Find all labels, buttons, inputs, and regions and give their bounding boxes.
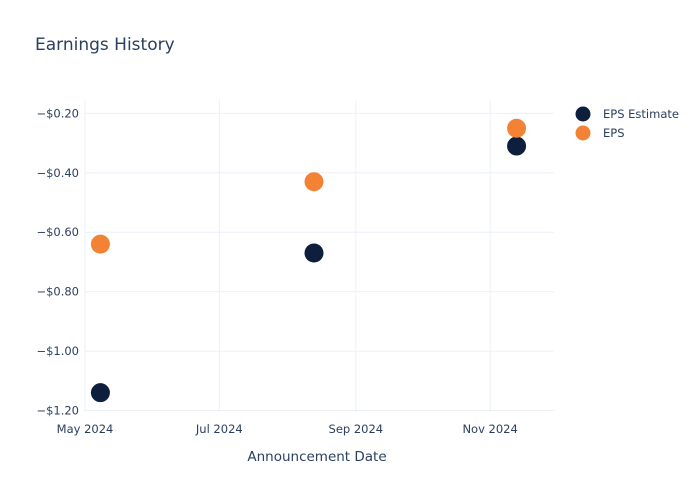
data-point: [304, 172, 324, 192]
data-point: [507, 118, 527, 138]
y-tick-label: −$0.60: [36, 225, 79, 239]
x-axis-title: Announcement Date: [247, 449, 386, 465]
data-point: [90, 234, 110, 254]
y-tick-label: −$0.80: [36, 285, 79, 299]
y-tick-label: −$1.00: [36, 344, 79, 358]
data-point: [507, 136, 527, 156]
chart-title: Earnings History: [35, 35, 175, 55]
y-axis-ticks: −$0.20 −$0.40 −$0.60 −$0.80 −$1.00 −$1.20: [36, 106, 79, 417]
series-1: [90, 118, 527, 254]
data-point: [304, 243, 324, 263]
y-tick-label: −$0.20: [36, 106, 79, 120]
x-tick-label: Sep 2024: [329, 422, 384, 436]
x-tick-label: Nov 2024: [462, 422, 517, 436]
legend-label: EPS: [603, 126, 625, 140]
grid: [84, 100, 554, 412]
legend-label: EPS Estimate: [603, 107, 679, 121]
x-tick-label: May 2024: [57, 422, 114, 436]
x-tick-label: Jul 2024: [195, 422, 243, 436]
legend: EPS Estimate EPS: [575, 106, 679, 141]
legend-marker: [575, 125, 591, 141]
y-tick-label: −$1.20: [36, 404, 79, 418]
y-tick-label: −$0.40: [36, 166, 79, 180]
data-points: [90, 118, 527, 403]
series-0: [90, 136, 527, 403]
x-axis-ticks: May 2024 Jul 2024 Sep 2024 Nov 2024: [57, 422, 518, 436]
data-point: [90, 383, 110, 403]
legend-marker: [575, 106, 591, 122]
